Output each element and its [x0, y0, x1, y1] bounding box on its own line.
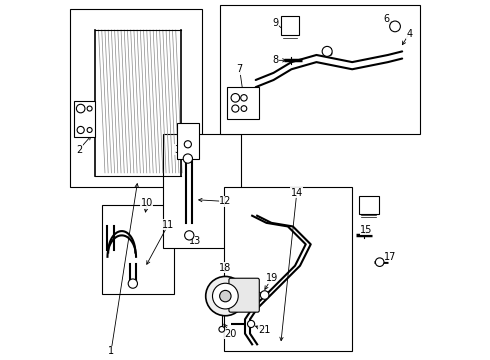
Text: 7: 7	[237, 64, 243, 74]
Circle shape	[184, 141, 192, 148]
Text: 17: 17	[384, 252, 396, 262]
Bar	[102, 205, 173, 294]
FancyBboxPatch shape	[229, 278, 259, 312]
Text: 4: 4	[406, 28, 413, 39]
Text: 2: 2	[76, 145, 82, 155]
Text: 3: 3	[174, 145, 180, 155]
Circle shape	[213, 283, 238, 309]
Circle shape	[241, 95, 247, 101]
Circle shape	[231, 94, 240, 102]
Circle shape	[87, 106, 92, 111]
Text: 12: 12	[219, 197, 232, 206]
Text: 9: 9	[272, 18, 278, 28]
Circle shape	[76, 104, 85, 113]
Bar	[74, 102, 95, 137]
Text: 15: 15	[360, 225, 372, 235]
Text: 20: 20	[224, 329, 237, 339]
Bar	[177, 123, 198, 158]
Circle shape	[241, 106, 247, 111]
Text: 1: 1	[108, 346, 114, 356]
Text: 13: 13	[189, 236, 201, 246]
Circle shape	[185, 231, 194, 240]
Text: 5: 5	[326, 48, 332, 58]
Bar	[281, 16, 298, 35]
Circle shape	[87, 127, 92, 132]
Circle shape	[183, 154, 193, 163]
Bar	[227, 87, 259, 119]
Text: 21: 21	[258, 325, 271, 335]
Text: 19: 19	[266, 273, 278, 283]
Circle shape	[206, 276, 245, 316]
Text: 6: 6	[383, 14, 389, 24]
Circle shape	[375, 258, 384, 266]
Circle shape	[232, 105, 239, 112]
Circle shape	[260, 291, 269, 299]
Bar	[223, 187, 352, 351]
Text: 8: 8	[272, 55, 278, 65]
Text: 11: 11	[162, 220, 174, 230]
Circle shape	[247, 320, 255, 328]
Circle shape	[220, 291, 231, 302]
Text: 10: 10	[141, 198, 153, 208]
Circle shape	[390, 21, 400, 32]
Circle shape	[219, 327, 224, 332]
Text: 14: 14	[291, 188, 303, 198]
Circle shape	[128, 279, 138, 288]
Bar	[163, 134, 242, 248]
Bar	[359, 196, 379, 214]
Bar	[70, 9, 202, 187]
Circle shape	[77, 126, 84, 134]
Text: 18: 18	[219, 262, 231, 273]
Text: 16: 16	[368, 198, 380, 208]
Circle shape	[322, 46, 332, 57]
Bar	[220, 5, 420, 134]
